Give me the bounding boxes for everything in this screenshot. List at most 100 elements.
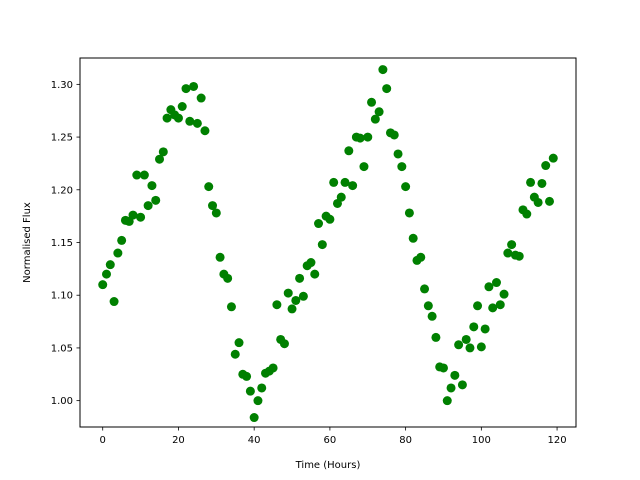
plot-area — [80, 58, 576, 427]
data-point — [450, 370, 460, 380]
data-point — [370, 114, 380, 124]
data-point — [457, 380, 467, 390]
data-point — [226, 302, 236, 312]
data-point — [491, 278, 501, 288]
data-point — [367, 97, 377, 107]
data-point — [242, 371, 252, 381]
data-point — [541, 161, 551, 171]
x-axis-ticks: 0 20 40 60 80 100 120 — [100, 427, 567, 446]
data-point — [507, 240, 517, 250]
data-point — [325, 214, 335, 224]
data-point — [404, 208, 414, 218]
data-point — [113, 248, 123, 258]
data-point — [185, 116, 195, 126]
data-point — [155, 154, 165, 164]
data-point — [382, 84, 392, 94]
data-point — [438, 363, 448, 373]
data-point — [442, 396, 452, 406]
y-tick-label: 1.15 — [51, 238, 73, 249]
data-point — [109, 297, 119, 307]
data-point — [272, 300, 282, 310]
data-point — [344, 146, 354, 156]
data-point — [359, 162, 369, 172]
data-point — [249, 413, 259, 423]
data-point — [503, 248, 513, 258]
data-point — [173, 113, 183, 123]
data-point — [151, 195, 161, 205]
x-tick-label: 100 — [472, 435, 491, 446]
data-point — [348, 181, 358, 191]
x-tick-label: 0 — [100, 435, 106, 446]
data-point — [454, 340, 464, 350]
y-tick-label: 1.00 — [51, 396, 73, 407]
data-point — [476, 342, 486, 352]
data-point — [495, 300, 505, 310]
data-point — [310, 269, 320, 279]
data-point — [245, 386, 255, 396]
data-point — [401, 182, 411, 192]
data-point — [389, 130, 399, 140]
data-point — [374, 107, 384, 117]
data-point — [189, 81, 199, 91]
data-point — [139, 170, 149, 180]
data-point — [548, 153, 558, 163]
data-points — [98, 65, 558, 423]
data-point — [378, 65, 388, 75]
y-axis-label: Normalised Flux — [22, 202, 33, 283]
data-point — [208, 201, 218, 211]
x-tick-label: 120 — [548, 435, 567, 446]
data-point — [196, 93, 206, 103]
data-point — [355, 133, 365, 143]
data-point — [480, 324, 490, 334]
data-point — [533, 197, 543, 207]
data-point — [431, 332, 441, 342]
y-tick-label: 1.20 — [51, 185, 73, 196]
data-point — [484, 282, 494, 292]
data-point — [545, 196, 554, 206]
x-axis-label: Time (Hours) — [295, 460, 361, 471]
data-point — [177, 102, 187, 111]
data-point — [393, 149, 403, 159]
data-point — [143, 201, 153, 211]
x-tick-label: 40 — [248, 435, 261, 446]
data-point — [340, 177, 350, 187]
data-point — [514, 251, 524, 261]
data-point — [204, 182, 214, 192]
data-point — [181, 84, 191, 94]
data-point — [136, 212, 146, 222]
data-point — [257, 383, 267, 393]
data-point — [200, 126, 210, 136]
data-point — [488, 303, 498, 313]
data-point — [287, 304, 297, 314]
plot-frame — [79, 57, 577, 428]
data-point — [211, 208, 221, 218]
data-point — [499, 289, 509, 299]
data-point — [295, 273, 305, 283]
y-axis-ticks: 1.00 1.05 1.10 1.15 1.20 1.25 1.30 — [51, 80, 80, 407]
data-point — [158, 147, 168, 157]
data-point — [314, 219, 324, 229]
data-point — [192, 118, 202, 128]
data-point — [537, 178, 547, 188]
data-point — [526, 177, 536, 187]
data-point — [132, 170, 142, 180]
data-point — [162, 113, 172, 123]
data-point — [253, 396, 263, 406]
data-point — [465, 343, 475, 353]
data-point — [446, 383, 456, 393]
data-point — [230, 349, 240, 359]
data-point — [397, 162, 407, 172]
x-tick-label: 80 — [399, 435, 412, 446]
data-point — [291, 295, 301, 305]
data-point — [317, 240, 327, 250]
data-point — [298, 291, 308, 301]
data-point — [427, 311, 437, 321]
data-point — [423, 301, 433, 311]
data-point — [279, 339, 289, 349]
data-point — [306, 258, 316, 268]
data-point — [408, 233, 418, 243]
y-tick-label: 1.10 — [51, 291, 73, 302]
data-point — [461, 334, 471, 344]
data-point — [215, 252, 225, 262]
